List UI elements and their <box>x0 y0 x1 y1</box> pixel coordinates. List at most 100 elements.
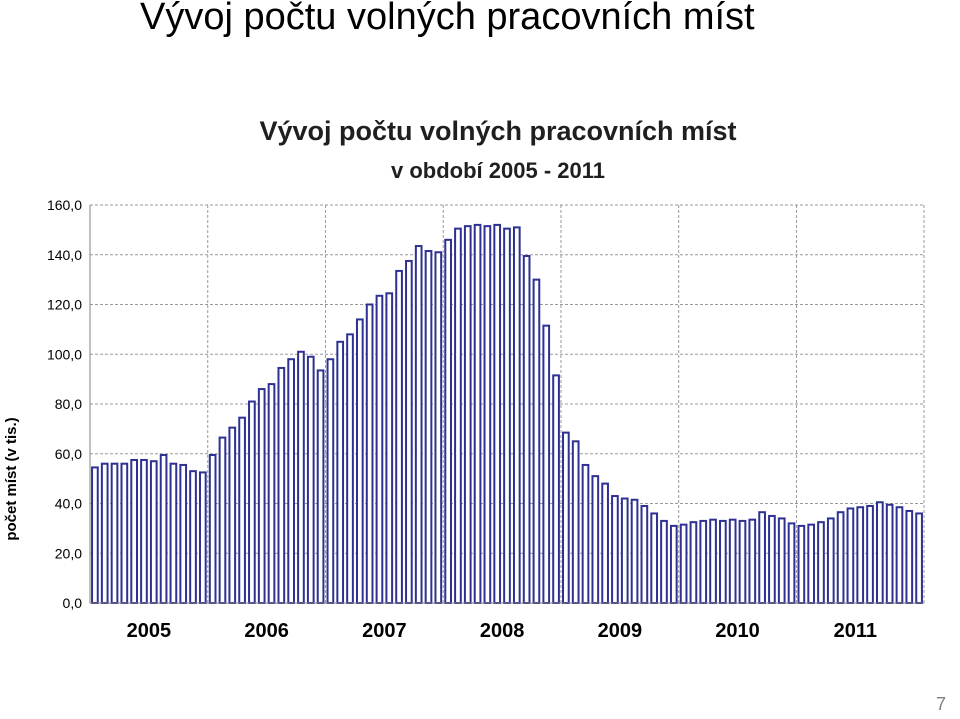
bar <box>218 436 227 604</box>
bar <box>522 254 531 604</box>
y-tick-label: 60,0 <box>55 446 82 462</box>
bar <box>709 518 717 605</box>
bar <box>365 303 374 604</box>
bar <box>620 497 629 604</box>
bar <box>120 462 129 605</box>
bar <box>179 463 188 604</box>
bar <box>336 340 345 604</box>
bar <box>277 366 286 604</box>
year-label: 2007 <box>362 620 407 642</box>
bar <box>650 512 659 605</box>
bar <box>915 512 923 605</box>
bar <box>768 514 776 604</box>
bar <box>198 471 207 604</box>
bar <box>306 355 315 604</box>
bar <box>130 458 138 604</box>
bar <box>100 462 109 605</box>
bar <box>463 225 472 605</box>
bar <box>414 245 423 604</box>
bar <box>189 470 197 604</box>
bar <box>728 518 737 605</box>
bar <box>493 223 502 604</box>
bar <box>542 324 551 605</box>
chart-title: Vývoj počtu volných pracovních míst <box>259 116 736 146</box>
bar-chart: Vývoj počtu volných pracovních míst v ob… <box>3 116 925 642</box>
bar <box>630 498 639 604</box>
bar <box>885 503 894 604</box>
bar <box>159 453 168 604</box>
bar <box>316 369 325 605</box>
bars <box>91 223 923 605</box>
year-label: 2005 <box>127 620 172 642</box>
year-label: 2008 <box>480 620 525 642</box>
bar <box>660 519 668 605</box>
bar <box>591 475 600 605</box>
bar <box>355 318 364 605</box>
bar <box>866 504 874 604</box>
y-tick-label: 160,0 <box>47 197 82 213</box>
bar <box>689 521 698 604</box>
bar <box>758 511 766 604</box>
bar <box>434 251 443 604</box>
bar <box>208 453 217 604</box>
bar <box>287 358 295 604</box>
bar <box>385 292 394 604</box>
bar <box>140 458 148 604</box>
bar <box>228 426 237 604</box>
year-label: 2006 <box>244 620 289 642</box>
x-year-labels: 2005 2006 2007 2008 2009 2010 2011 <box>127 620 877 642</box>
bar <box>699 519 708 605</box>
year-label: 2009 <box>598 620 643 642</box>
y-tick-label: 20,0 <box>55 545 82 561</box>
bar <box>552 374 560 604</box>
bar <box>473 223 482 604</box>
bar <box>257 388 266 605</box>
bar <box>512 226 521 604</box>
bar <box>601 482 609 605</box>
bar <box>856 506 865 605</box>
bar <box>532 278 541 604</box>
bar <box>640 504 649 604</box>
bar <box>571 440 580 604</box>
bar <box>91 466 99 604</box>
y-tick-labels: 0,0 20,0 40,0 60,0 80,0 100,0 120,0 140,0 160,0 <box>47 197 82 611</box>
bar <box>238 416 246 604</box>
chart-subtitle: v období 2005 - 2011 <box>391 158 605 183</box>
bar <box>905 509 914 604</box>
y-tick-label: 100,0 <box>47 346 82 362</box>
year-label: 2011 <box>834 620 877 642</box>
bar <box>110 462 119 605</box>
y-tick-label: 120,0 <box>47 297 82 313</box>
y-tick-label: 80,0 <box>55 396 82 412</box>
y-tick-label: 140,0 <box>47 247 82 263</box>
bar <box>826 517 835 604</box>
bar <box>326 358 335 604</box>
bar <box>807 523 816 604</box>
bar <box>297 350 305 605</box>
bar <box>149 460 158 604</box>
y-axis-label: počet míst (v tis.) <box>3 417 20 540</box>
bar <box>669 524 678 605</box>
page-number: 7 <box>935 694 946 714</box>
bar <box>836 511 845 604</box>
bar <box>346 333 354 604</box>
slide-title: Vývoj počtu volných pracovních míst <box>140 0 755 38</box>
y-tick-label: 40,0 <box>55 496 82 512</box>
bar <box>895 506 904 605</box>
bar <box>817 521 825 604</box>
bar <box>581 463 590 604</box>
bar <box>267 383 276 604</box>
bar <box>679 523 688 604</box>
bar <box>562 431 570 605</box>
bar <box>846 507 855 605</box>
bar <box>395 269 403 604</box>
bar <box>169 462 178 605</box>
bar <box>777 517 786 604</box>
bar <box>797 524 806 605</box>
bar <box>483 225 492 605</box>
bar <box>876 501 884 605</box>
bar <box>748 518 757 605</box>
bar <box>787 522 796 604</box>
bar <box>444 238 452 604</box>
bar <box>738 519 747 605</box>
